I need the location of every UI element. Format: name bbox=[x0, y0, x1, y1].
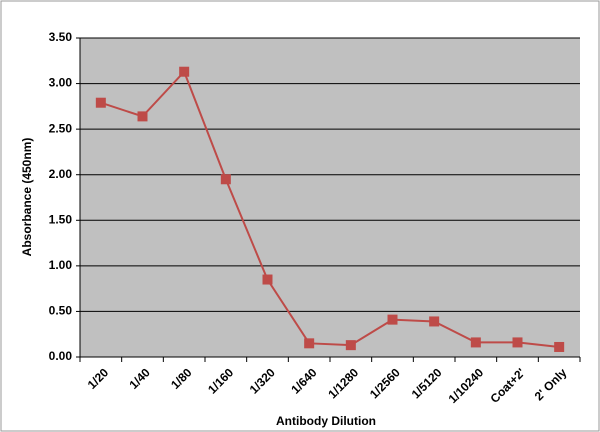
y-tick-label: 2.50 bbox=[49, 121, 73, 135]
data-line bbox=[100, 69, 560, 348]
data-point bbox=[387, 314, 398, 325]
data-point bbox=[429, 316, 440, 327]
y-axis-label: Absorbance (450nm) bbox=[20, 138, 34, 257]
data-point bbox=[345, 340, 356, 351]
data-point bbox=[95, 97, 106, 108]
data-point bbox=[220, 174, 231, 185]
data-point bbox=[512, 337, 523, 348]
y-tick-label: 3.50 bbox=[49, 30, 73, 44]
data-point bbox=[179, 66, 190, 77]
data-point bbox=[137, 111, 148, 122]
y-tick-label: 3.00 bbox=[49, 76, 73, 90]
data-point bbox=[304, 338, 315, 349]
data-point bbox=[262, 274, 273, 285]
y-tick-label: 1.50 bbox=[49, 212, 73, 226]
plot-area bbox=[80, 38, 580, 357]
y-tick-label: 2.00 bbox=[49, 167, 73, 181]
x-axis-label: Antibody Dilution bbox=[276, 414, 376, 428]
y-tick-label: 0.00 bbox=[49, 349, 73, 363]
y-tick-label: 0.50 bbox=[49, 304, 73, 318]
data-point bbox=[554, 341, 565, 352]
data-point bbox=[470, 337, 481, 348]
y-tick-label: 1.00 bbox=[49, 258, 73, 272]
